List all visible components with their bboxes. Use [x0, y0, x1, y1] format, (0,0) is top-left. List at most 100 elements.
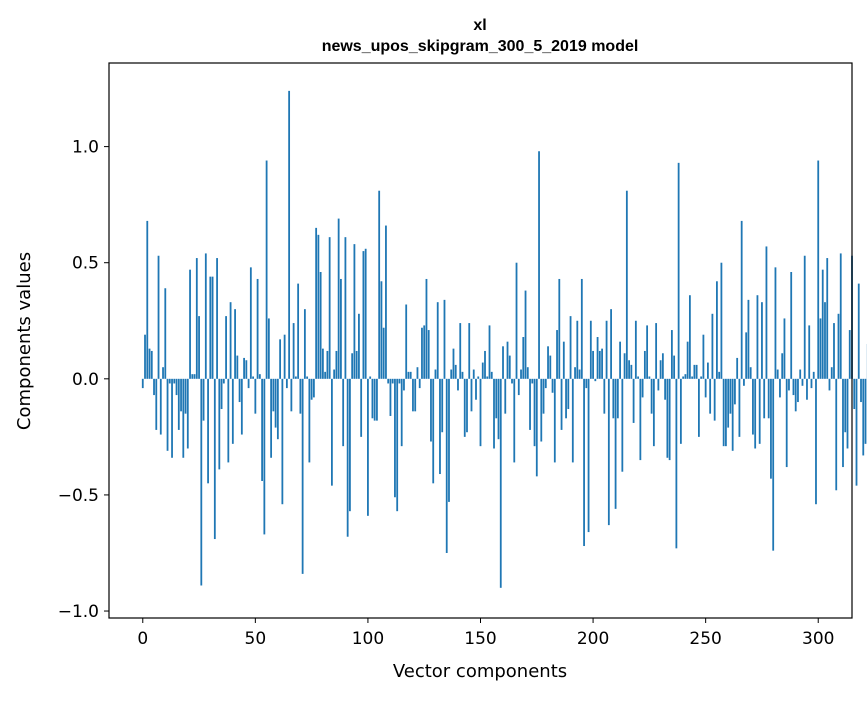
- bar-component-57: [270, 379, 272, 458]
- bar-component-279: [770, 379, 772, 479]
- bar-component-75: [311, 379, 313, 400]
- bar-component-226: [651, 379, 653, 414]
- bar-component-321: [865, 379, 867, 444]
- bar-component-88: [340, 279, 342, 379]
- bar-component-310: [840, 253, 842, 378]
- bar-component-130: [435, 370, 437, 379]
- bar-component-260: [727, 379, 729, 428]
- bar-component-213: [621, 379, 623, 472]
- bar-component-38: [227, 379, 229, 463]
- bar-component-95: [356, 351, 358, 379]
- bar-component-154: [489, 325, 491, 378]
- bar-component-203: [599, 351, 601, 379]
- x-tick-label-150: 150: [464, 629, 496, 649]
- x-axis-label: Vector components: [393, 661, 567, 682]
- bar-component-146: [471, 379, 473, 412]
- bar-component-259: [725, 379, 727, 446]
- bar-component-121: [414, 379, 416, 412]
- bar-component-30: [209, 277, 211, 379]
- bar-component-282: [777, 370, 779, 379]
- bar-component-62: [281, 379, 283, 504]
- bar-component-184: [556, 330, 558, 379]
- bar-component-177: [540, 379, 542, 442]
- bar-component-169: [522, 337, 524, 379]
- bar-component-192: [574, 367, 576, 379]
- bar-component-252: [709, 379, 711, 414]
- bar-component-111: [392, 379, 394, 384]
- bar-component-164: [511, 379, 513, 384]
- bar-component-79: [320, 272, 322, 379]
- bar-component-124: [421, 328, 423, 379]
- bar-component-232: [664, 379, 666, 400]
- bar-component-286: [786, 379, 788, 467]
- bar-component-166: [516, 263, 518, 379]
- bar-component-119: [410, 372, 412, 379]
- bar-component-193: [576, 321, 578, 379]
- bar-component-66: [290, 379, 292, 412]
- bar-component-233: [666, 379, 668, 458]
- bar-component-182: [552, 379, 554, 393]
- bar-component-283: [779, 379, 781, 398]
- bar-component-80: [322, 349, 324, 379]
- bar-component-29: [207, 379, 209, 484]
- y-tick-label-0: −1.0: [58, 602, 99, 622]
- bar-component-191: [572, 379, 574, 463]
- bar-component-221: [639, 379, 641, 460]
- bar-component-249: [703, 335, 705, 379]
- bar-component-158: [498, 379, 500, 439]
- bar-component-222: [642, 379, 644, 398]
- bar-component-240: [682, 376, 684, 378]
- bar-component-281: [775, 267, 777, 378]
- bar-component-267: [743, 379, 745, 386]
- bar-component-311: [842, 379, 844, 467]
- bar-component-183: [554, 379, 556, 463]
- bar-component-96: [358, 314, 360, 379]
- bar-component-64: [286, 379, 288, 388]
- bar-component-291: [797, 379, 799, 402]
- bar-component-99: [365, 249, 367, 379]
- bar-component-308: [835, 379, 837, 490]
- bar-component-255: [716, 281, 718, 379]
- bar-component-46: [245, 360, 247, 379]
- bar-component-94: [354, 244, 356, 379]
- bar-component-137: [450, 370, 452, 379]
- bar-component-118: [408, 372, 410, 379]
- bar-component-236: [673, 356, 675, 379]
- bar-component-15: [176, 379, 178, 395]
- bar-component-103: [374, 379, 376, 421]
- bar-component-115: [401, 379, 403, 446]
- bar-component-16: [178, 379, 180, 430]
- bar-component-262: [732, 379, 734, 451]
- bar-component-295: [806, 379, 808, 400]
- bar-component-167: [518, 379, 520, 395]
- bar-component-187: [563, 342, 565, 379]
- bar-component-153: [486, 376, 488, 378]
- bar-component-269: [748, 300, 750, 379]
- bar-component-314: [849, 330, 851, 379]
- bar-component-105: [378, 191, 380, 379]
- bar-component-303: [824, 302, 826, 379]
- bar-component-143: [464, 379, 466, 437]
- bar-component-304: [826, 258, 828, 379]
- bar-component-52: [259, 374, 261, 379]
- bar-component-106: [381, 281, 383, 379]
- x-tick-label-100: 100: [352, 629, 384, 649]
- bar-component-67: [293, 323, 295, 379]
- bar-component-234: [669, 379, 671, 460]
- bar-component-125: [423, 325, 425, 378]
- bar-component-110: [390, 379, 392, 416]
- bar-component-40: [232, 379, 234, 444]
- bar-component-25: [198, 316, 200, 379]
- y-axis-label: Components values: [14, 252, 35, 430]
- bar-component-176: [538, 151, 540, 379]
- bar-component-107: [383, 328, 385, 379]
- bar-component-24: [196, 258, 198, 379]
- bar-component-39: [230, 302, 232, 379]
- bar-component-139: [455, 365, 457, 379]
- bar-component-10: [164, 288, 166, 379]
- x-tick-label-250: 250: [689, 629, 721, 649]
- bar-component-242: [687, 342, 689, 379]
- bar-component-49: [252, 376, 254, 378]
- bar-component-299: [815, 379, 817, 504]
- y-tick-label-2: 0.0: [72, 370, 99, 390]
